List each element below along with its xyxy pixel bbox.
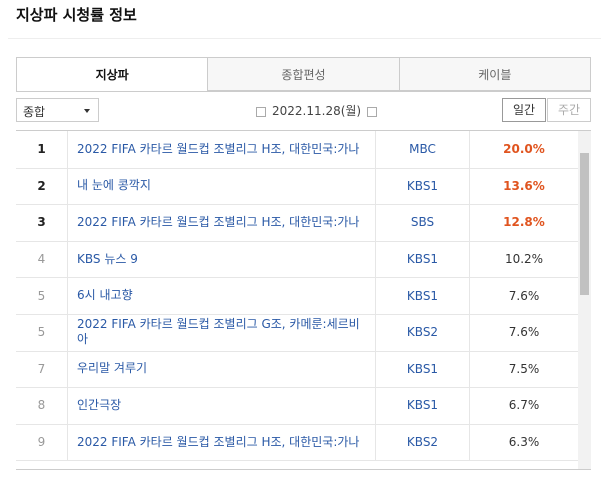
table-row: 4 KBS 뉴스 9 KBS1 10.2% bbox=[16, 240, 578, 279]
table-row: 5 2022 FIFA 카타르 월드컵 조별리그 G조, 카메룬:세르비아 KBS2… bbox=[16, 314, 578, 352]
program[interactable]: 2022 FIFA 카타르 월드컵 조별리그 H조, 대한민국:가나 bbox=[68, 204, 376, 241]
rating: 13.6% bbox=[503, 178, 545, 193]
table-row: 8 인간극장 KBS1 6.7% bbox=[16, 387, 578, 425]
rating: 6.7% bbox=[508, 398, 540, 413]
channel: KBS1 bbox=[376, 387, 470, 424]
separator bbox=[8, 38, 601, 39]
rank: 7 bbox=[16, 350, 68, 388]
channel: KBS2 bbox=[376, 314, 470, 351]
rating: 10.2% bbox=[504, 252, 544, 267]
program[interactable]: 우리말 겨루기 bbox=[68, 350, 376, 388]
program[interactable]: 인간극장 bbox=[68, 387, 376, 424]
rank: 3 bbox=[16, 204, 68, 241]
rating: 7.6% bbox=[508, 288, 540, 303]
rank: 2 bbox=[16, 167, 68, 205]
next-button[interactable] bbox=[367, 106, 378, 117]
scrollbar[interactable] bbox=[578, 131, 591, 469]
rank: 1 bbox=[16, 131, 68, 168]
scroll-thumb[interactable] bbox=[580, 153, 589, 295]
tab[interactable]: 케이블 bbox=[398, 58, 590, 91]
channel: KBS1 bbox=[376, 350, 470, 388]
table-row: 7 우리말 겨루기 KBS1 7.5% bbox=[16, 350, 578, 389]
date: 2022.11.28(월) bbox=[272, 104, 362, 118]
program[interactable]: 내 눈에 콩깍지 bbox=[68, 167, 376, 205]
table-row: 9 2022 FIFA 카타르 월드컵 조별리그 H조, 대한민국:가나 KBS2 6… bbox=[16, 423, 578, 462]
rank: 8 bbox=[16, 387, 68, 424]
tab-bar: 지상파 종합편성 케이블 bbox=[16, 57, 591, 92]
rank: 5 bbox=[16, 314, 68, 351]
channel: KBS2 bbox=[376, 423, 470, 461]
ratings-table: 1 2022 FIFA 카타르 월드컵 조별리그 H조, 대한민국:가나 MBC 20… bbox=[16, 130, 591, 470]
channel: KBS1 bbox=[376, 277, 470, 314]
program[interactable]: 2022 FIFA 카타르 월드컵 조별리그 H조, 대한민국:가나 bbox=[68, 131, 376, 168]
table-row: 3 2022 FIFA 카타르 월드컵 조별리그 H조, 대한민국:가나 SBS 12… bbox=[16, 204, 578, 242]
rating: 6.3% bbox=[508, 435, 540, 450]
daily-button[interactable]: 일간 bbox=[502, 98, 546, 122]
rank: 9 bbox=[16, 423, 68, 461]
tab[interactable]: 지상파 bbox=[17, 58, 208, 91]
channel: MBC bbox=[376, 131, 470, 168]
channel: SBS bbox=[376, 204, 470, 241]
title: 지상파 시청률 정보 bbox=[16, 6, 137, 24]
table-row: 1 2022 FIFA 카타르 월드컵 조별리그 H조, 대한민국:가나 MBC 20… bbox=[16, 131, 578, 169]
rating: 7.5% bbox=[508, 361, 540, 376]
weekly-button[interactable]: 주간 bbox=[547, 98, 591, 122]
program[interactable]: 6시 내고향 bbox=[68, 277, 376, 314]
rank: 5 bbox=[16, 277, 68, 314]
date-nav: 2022.11.28(월) bbox=[250, 102, 383, 119]
dropdown[interactable]: 종합 bbox=[16, 98, 99, 122]
tab[interactable]: 종합편성 bbox=[207, 58, 399, 91]
rating: 12.8% bbox=[503, 215, 545, 230]
channel: KBS1 bbox=[376, 240, 470, 278]
program[interactable]: KBS 뉴스 9 bbox=[68, 240, 376, 278]
rank: 4 bbox=[16, 240, 68, 278]
program[interactable]: 2022 FIFA 카타르 월드컵 조별리그 G조, 카메룬:세르비아 bbox=[68, 314, 376, 351]
channel: KBS1 bbox=[376, 167, 470, 205]
table-row: 5 6시 내고향 KBS1 7.6% bbox=[16, 277, 578, 315]
rating: 7.6% bbox=[508, 325, 540, 340]
rating: 20.0% bbox=[503, 142, 545, 157]
program[interactable]: 2022 FIFA 카타르 월드컵 조별리그 H조, 대한민국:가나 bbox=[68, 423, 376, 461]
prev-button[interactable] bbox=[256, 106, 266, 117]
